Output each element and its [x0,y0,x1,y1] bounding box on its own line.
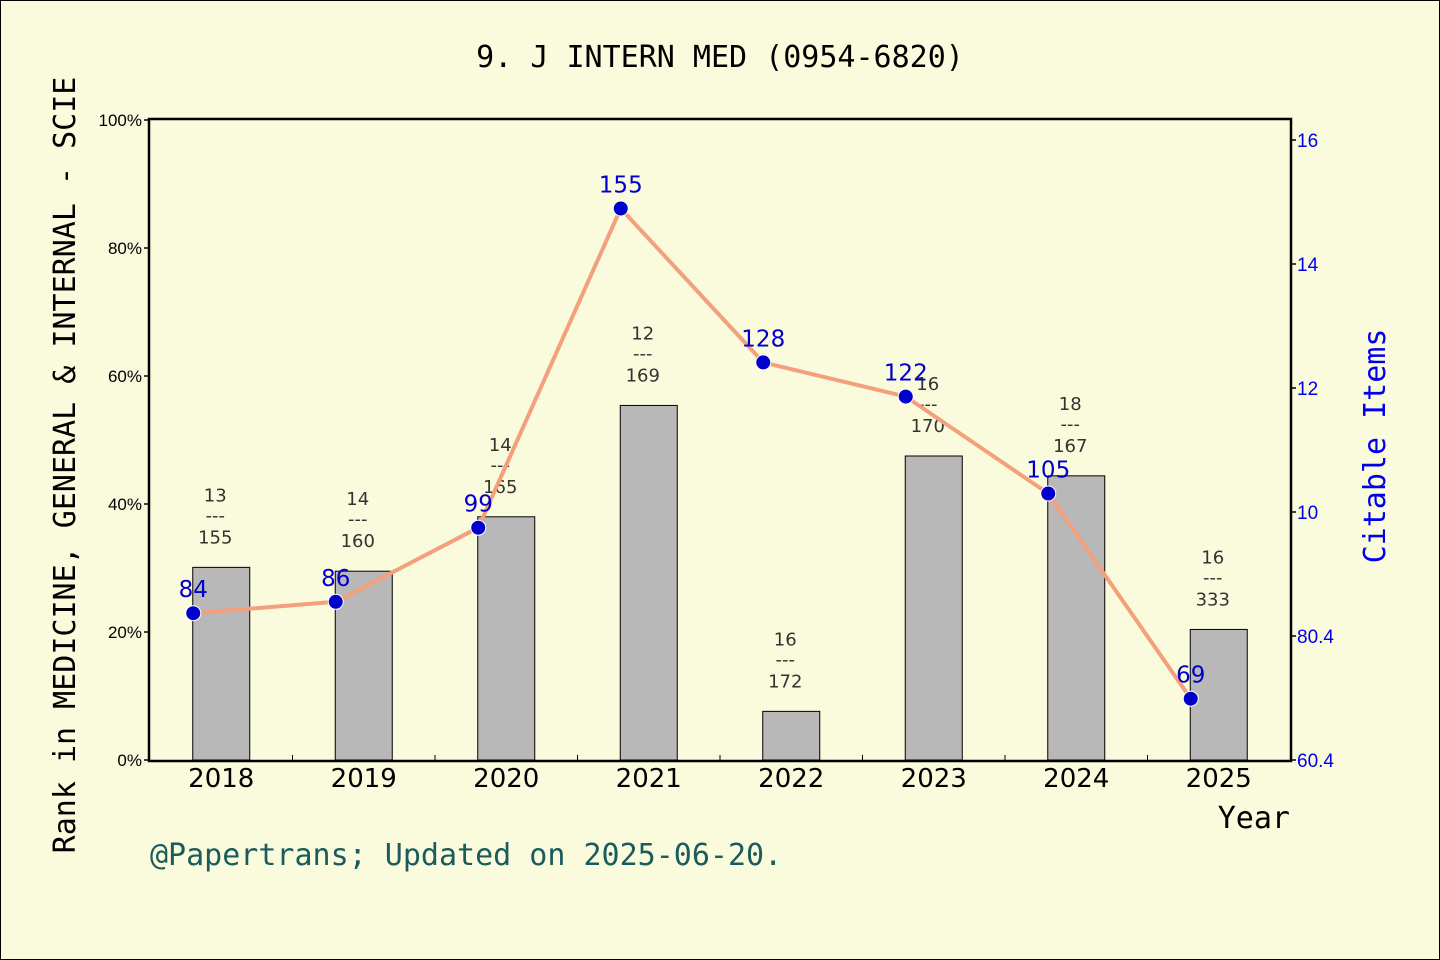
bar-rank-separator: --- [206,505,226,526]
bar-total-label: 170 [911,416,945,437]
line-point [755,354,772,371]
y-tick-label: 80% [108,239,142,258]
y2-tick-label: 80.4 [1297,627,1334,648]
y2-tick-label: 60.4 [1297,751,1334,772]
y2-axis-title: Citable Items [1358,329,1393,564]
y2-tick-label: 14 [1297,255,1319,276]
x-tick-label: 2018 [188,764,254,794]
left-axis-ticks: 0% 20% 40% 60% 80% 100% [99,111,150,770]
bar-total-label: 165 [483,477,517,498]
right-axis-ticks: 60.4 80.4 10 12 14 16 [1290,131,1334,772]
bar-total-label: 160 [341,531,375,552]
bar-rank-separator: --- [776,649,796,670]
bar-total-label: 169 [626,365,660,386]
x-tick-label: 2023 [901,764,967,794]
bar-rank-separator: --- [1203,567,1223,588]
line-point-label: 86 [321,566,350,592]
line-point [612,200,629,217]
line-point-label: 105 [1026,458,1070,484]
y2-tick-label: 10 [1297,503,1318,524]
line-point-label: 122 [884,361,928,387]
y2-tick-label: 16 [1297,131,1318,152]
line-point [185,605,202,622]
bar-rank-separator: --- [633,343,653,364]
citable-items-line [193,206,1193,700]
x-tick-label: 2024 [1043,764,1109,794]
bar-rank-separator: --- [1061,414,1081,435]
x-tick-label: 2021 [616,764,682,794]
line-point [470,519,487,536]
y-axis-title: Rank in MEDICINE, GENERAL & INTERNAL - S… [48,77,83,854]
x-axis-ticks: 2018 2019 2020 2021 2022 2023 2024 2025 [188,755,1252,794]
line-point-label: 69 [1176,663,1205,689]
bar [477,516,536,761]
x-tick-label: 2020 [473,764,539,794]
bar-rank-label: 16 [774,629,797,650]
bar-total-label: 172 [768,671,802,692]
bar [762,710,821,761]
bar [904,455,963,761]
plot-area-border [147,117,1293,763]
bar [619,404,678,761]
x-tick-label: 2019 [331,764,397,794]
y-tick-label: 60% [108,367,142,386]
bar-rank-label: 16 [916,374,939,395]
bar-total-label: 333 [1196,589,1230,610]
bar-rank-label: 12 [631,323,654,344]
line-point-label: 128 [741,326,785,352]
x-tick-label: 2025 [1186,764,1252,794]
y-tick-label: 40% [108,495,142,514]
bar-rank-label: 14 [489,435,512,456]
footer-credit: @Papertrans; Updated on 2025-06-20. [150,838,782,873]
bars-layer: 13---15514---16014---16512---16916---172… [192,323,1248,761]
line-point [1040,485,1057,502]
bar [334,570,393,761]
bar-total-label: 167 [1053,436,1087,457]
bar-rank-separator: --- [348,509,368,530]
y2-tick-label: 12 [1297,379,1318,400]
line-point-label: 155 [599,173,643,199]
x-tick-label: 2022 [758,764,824,794]
bar-rank-label: 14 [346,489,369,510]
bar-rank-label: 16 [1201,547,1224,568]
bar-rank-label: 18 [1059,394,1082,415]
line-point [897,388,914,405]
bar-total-label: 155 [198,527,232,548]
line-point [327,593,344,610]
line-point-label: 84 [179,577,208,603]
y-tick-label: 100% [99,111,142,130]
y-tick-label: 20% [108,623,142,642]
bar [1047,475,1106,761]
x-axis-title: Year [1218,801,1290,836]
y-tick-label: 0% [117,751,142,770]
line-point-label: 99 [464,492,493,518]
line-point [1182,690,1199,707]
chart-title: 9. J INTERN MED (0954-6820) [476,40,964,75]
bar-rank-label: 13 [204,485,227,506]
bar [1189,628,1248,761]
line-layer: 84 86 99 155 128 122 105 69 [179,173,1205,707]
